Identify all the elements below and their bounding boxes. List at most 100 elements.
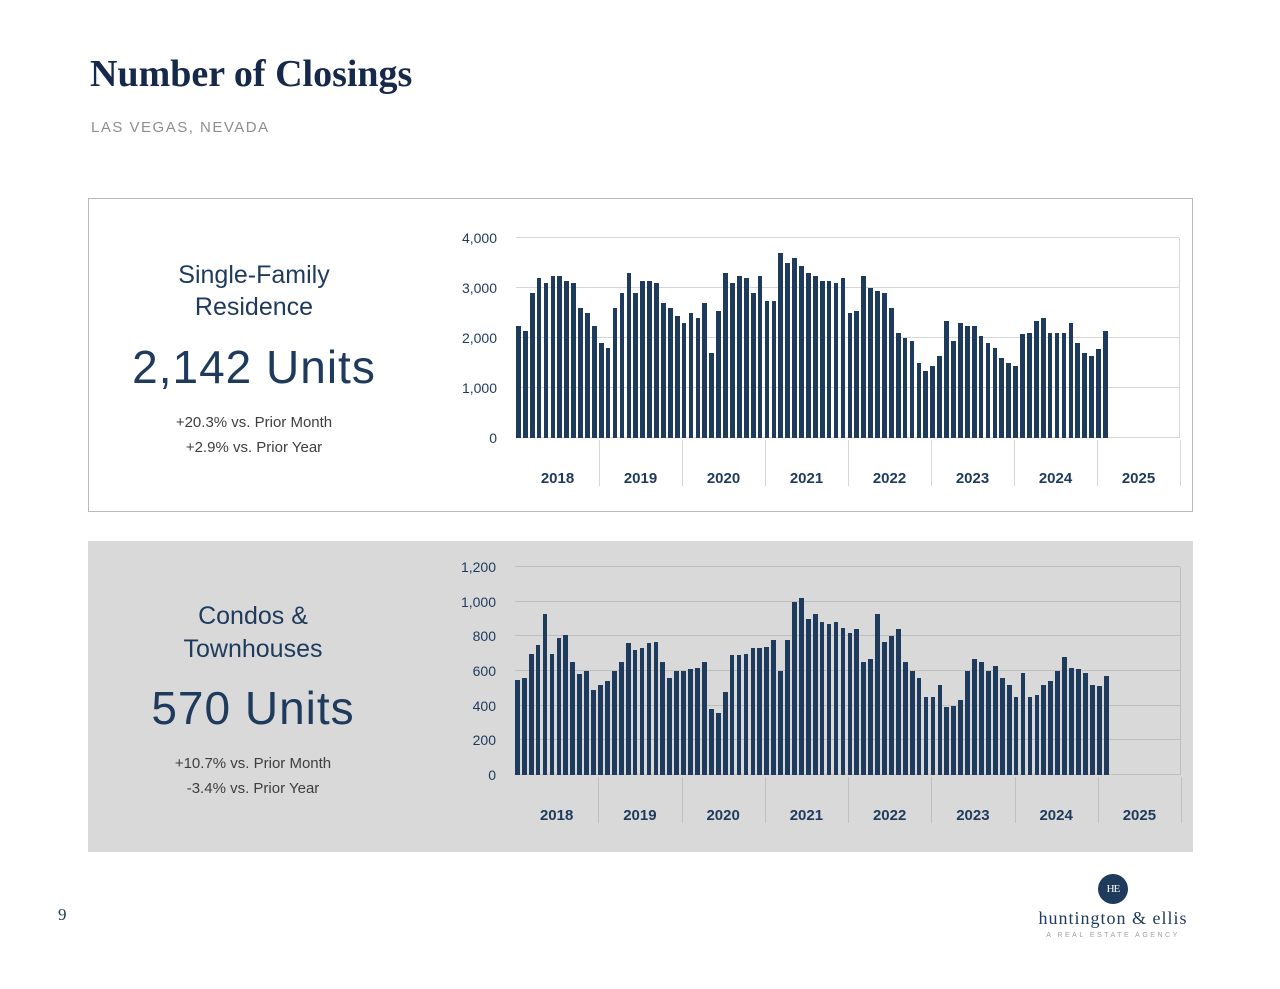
x-axis-year-label: 2023 (956, 807, 990, 824)
x-axis-tick (682, 440, 683, 486)
bar (1076, 669, 1081, 775)
bar (522, 330, 528, 438)
bar (861, 275, 866, 438)
bar (516, 325, 521, 438)
bar (812, 613, 818, 775)
bar (681, 323, 687, 438)
panel-label: Single-Family Residence (178, 259, 329, 324)
bar (992, 348, 998, 438)
bar (625, 643, 631, 775)
bar (536, 278, 542, 438)
bar (923, 370, 929, 438)
bar (764, 646, 770, 775)
bar (785, 263, 791, 438)
bar (944, 707, 950, 775)
panel-label-line2: Residence (194, 293, 314, 321)
x-axis-tick (1181, 777, 1182, 823)
bar (709, 353, 715, 438)
bar (868, 288, 873, 438)
company-logo: HE huntington & ellis A REAL ESTATE AGEN… (1028, 874, 1198, 939)
bar (1062, 657, 1067, 775)
y-axis-tick-label: 1,000 (460, 593, 496, 610)
x-axis-year-label: 2021 (789, 807, 824, 824)
bar (550, 275, 556, 438)
condos-stats: Condos & Townhouses 570 Units +10.7% vs.… (88, 541, 418, 852)
x-axis-tick (681, 777, 683, 823)
bar (557, 275, 563, 438)
bar (571, 283, 576, 438)
x-axis-tick (598, 777, 600, 823)
x-axis-tick (1180, 440, 1181, 486)
bar (591, 325, 597, 438)
bar (737, 275, 742, 438)
bar (1034, 695, 1040, 775)
bar (806, 273, 811, 438)
condos-chart: 0 200 400 600 800 1,000 1,200 2018 2019 2020 2021… (418, 541, 1193, 852)
y-axis-tick-label: 1,000 (461, 380, 497, 396)
logo-tagline: A REAL ESTATE AGENCY (1046, 932, 1180, 939)
bar (1006, 363, 1012, 438)
y-axis-tick-label: 4,000 (461, 230, 497, 246)
bar (667, 308, 673, 438)
bar (972, 658, 977, 775)
bar (958, 700, 964, 775)
bar (660, 662, 666, 775)
y-axis-tick-label: 0 (489, 430, 497, 446)
bar (563, 634, 569, 775)
bar (868, 658, 873, 775)
stat-vs-prior-month: +20.3% vs. Prior Month (175, 413, 333, 431)
bar (978, 335, 984, 438)
bar (840, 278, 846, 438)
bar (722, 691, 728, 775)
page-title: Number of Closings (90, 53, 413, 95)
bar (826, 624, 832, 775)
bar (708, 709, 714, 775)
bar (619, 293, 625, 438)
bar (889, 636, 894, 775)
bar (736, 655, 742, 775)
bar (875, 613, 880, 775)
bar (771, 300, 777, 438)
page-subtitle: LAS VEGAS, NEVADA (91, 119, 270, 136)
bar (916, 363, 922, 438)
bar (909, 671, 915, 775)
bar (585, 313, 590, 438)
panel-label: Condos & Townhouses (184, 600, 323, 665)
bar (985, 343, 991, 438)
bar (598, 684, 603, 775)
bar (521, 677, 527, 775)
bar (986, 671, 991, 775)
bar (826, 280, 832, 438)
bar (1027, 333, 1032, 438)
bar (923, 697, 929, 775)
bar (633, 293, 639, 438)
bar (805, 619, 811, 775)
x-axis-year-label: 2024 (1038, 470, 1073, 487)
bar (1075, 343, 1081, 438)
bar (674, 671, 680, 775)
bar (528, 653, 534, 775)
bar (1096, 685, 1102, 775)
bar (792, 601, 797, 775)
bar (937, 684, 943, 775)
bar (639, 648, 645, 775)
bar (1069, 667, 1074, 775)
bar (647, 280, 652, 438)
bar (965, 671, 970, 775)
bar (578, 308, 583, 438)
stat-vs-prior-month: +10.7% vs. Prior Month (174, 755, 332, 772)
units-value: 570 Units (151, 682, 355, 734)
bar (1103, 330, 1108, 438)
bar (944, 320, 949, 438)
bar (882, 293, 887, 438)
bar (764, 300, 770, 438)
bar (1054, 333, 1060, 438)
y-axis-tick-label: 1,200 (460, 559, 496, 575)
bar (743, 653, 749, 775)
bar (792, 258, 797, 438)
bar (999, 358, 1005, 438)
stat-vs-prior-year: -3.4% vs. Prior Year (186, 780, 320, 797)
logo-name: huntington & ellis (1038, 908, 1188, 928)
bar (529, 293, 535, 438)
bar (992, 665, 998, 775)
